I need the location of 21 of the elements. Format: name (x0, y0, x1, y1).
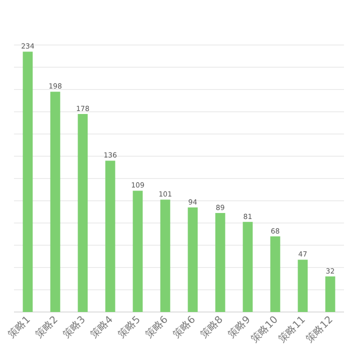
bar (132, 190, 143, 312)
bar (22, 52, 33, 312)
x-tick-label: 策略6 (170, 314, 198, 341)
bar (270, 236, 280, 312)
bar (242, 222, 253, 312)
bar (298, 260, 308, 312)
x-tick-label: 策略12 (304, 314, 336, 346)
bar (188, 207, 198, 312)
bar (78, 114, 88, 312)
x-tick-label: 策略5 (116, 314, 143, 341)
bar (160, 200, 170, 312)
x-tick-label: 策略2 (33, 314, 60, 341)
x-tick-label: 策略6 (143, 314, 170, 341)
x-tick-label: 策略4 (88, 314, 116, 341)
x-tick-label: 策略8 (198, 314, 226, 341)
bar (215, 212, 226, 312)
bar (325, 276, 336, 312)
x-tick-label: 策略3 (60, 314, 88, 341)
bar (105, 160, 116, 312)
x-tick-label: 策略1 (6, 314, 33, 341)
bar (50, 92, 60, 312)
